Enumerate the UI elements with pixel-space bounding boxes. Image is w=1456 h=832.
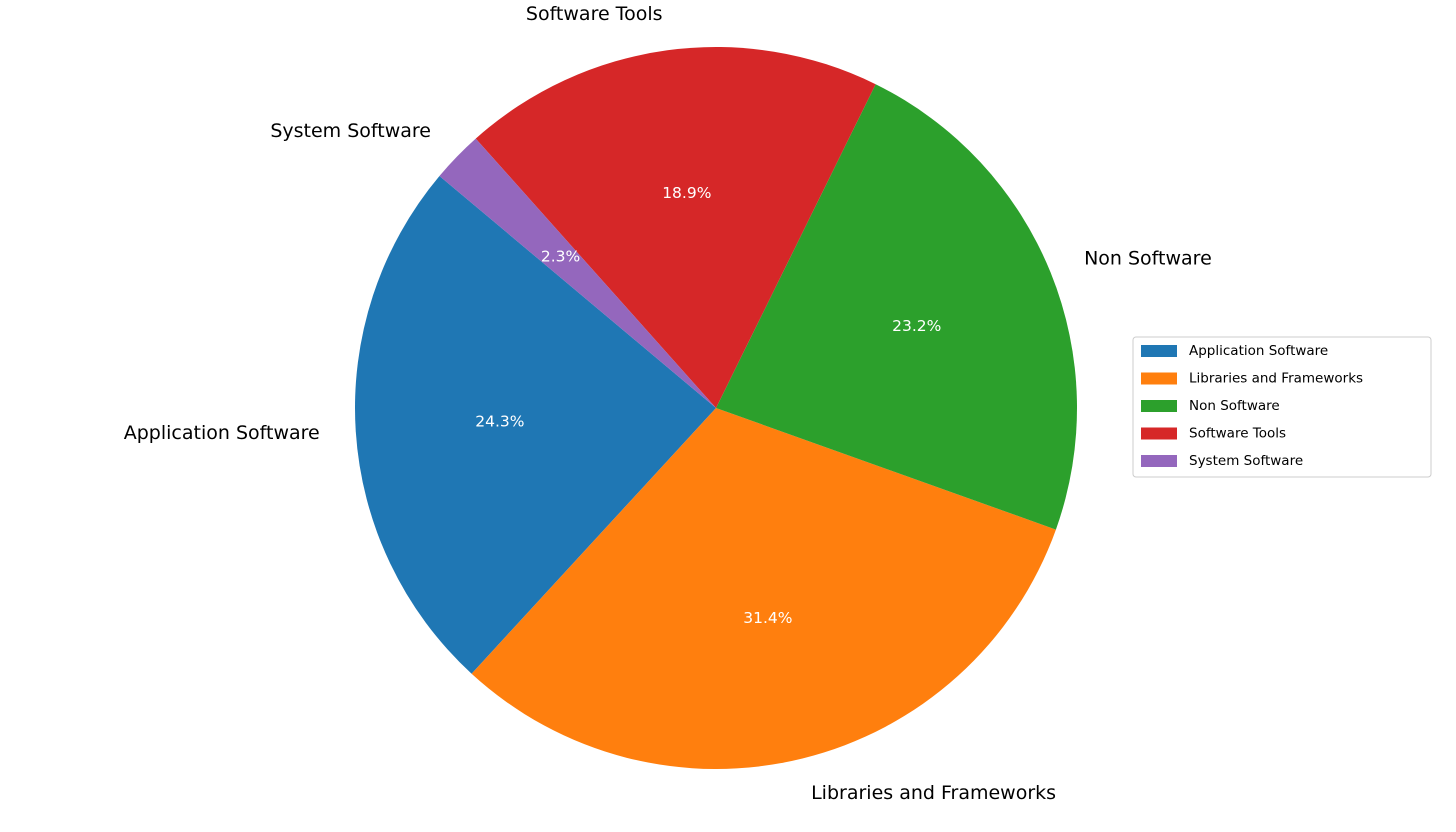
pie-slice (475, 47, 876, 409)
legend-swatch (1141, 345, 1177, 357)
percent-label: 23.2% (892, 317, 941, 335)
legend-label: Software Tools (1189, 426, 1286, 442)
slice-label: Libraries and Frameworks (811, 782, 1056, 804)
slice-label: System Software (270, 120, 431, 142)
pie (355, 47, 1077, 770)
pie-slice (355, 175, 716, 674)
percent-label: 24.3% (475, 412, 524, 430)
slice-label: Non Software (1084, 247, 1212, 269)
slice-label: Software Tools (526, 3, 663, 25)
pie-slice (716, 84, 1077, 530)
percent-label: 31.4% (743, 609, 792, 627)
slice-label: Application Software (124, 422, 320, 444)
pie-slice (439, 138, 716, 408)
legend-label: Libraries and Frameworks (1189, 371, 1363, 387)
labels: Application Software 24.3% Libraries and F… (124, 3, 1212, 804)
legend-label: Application Software (1189, 343, 1328, 359)
pie-slice (471, 408, 1056, 770)
legend-label: System Software (1189, 453, 1303, 469)
legend-frame (1132, 336, 1432, 478)
percent-label: 2.3% (541, 248, 580, 266)
legend: Application Software Libraries and Framew… (1132, 336, 1432, 478)
legend-swatch (1141, 400, 1177, 412)
legend-swatch (1141, 427, 1177, 440)
legend-swatch (1141, 455, 1177, 467)
percent-label: 18.9% (662, 184, 711, 202)
legend-swatch (1141, 372, 1177, 385)
legend-label: Non Software (1189, 398, 1280, 414)
